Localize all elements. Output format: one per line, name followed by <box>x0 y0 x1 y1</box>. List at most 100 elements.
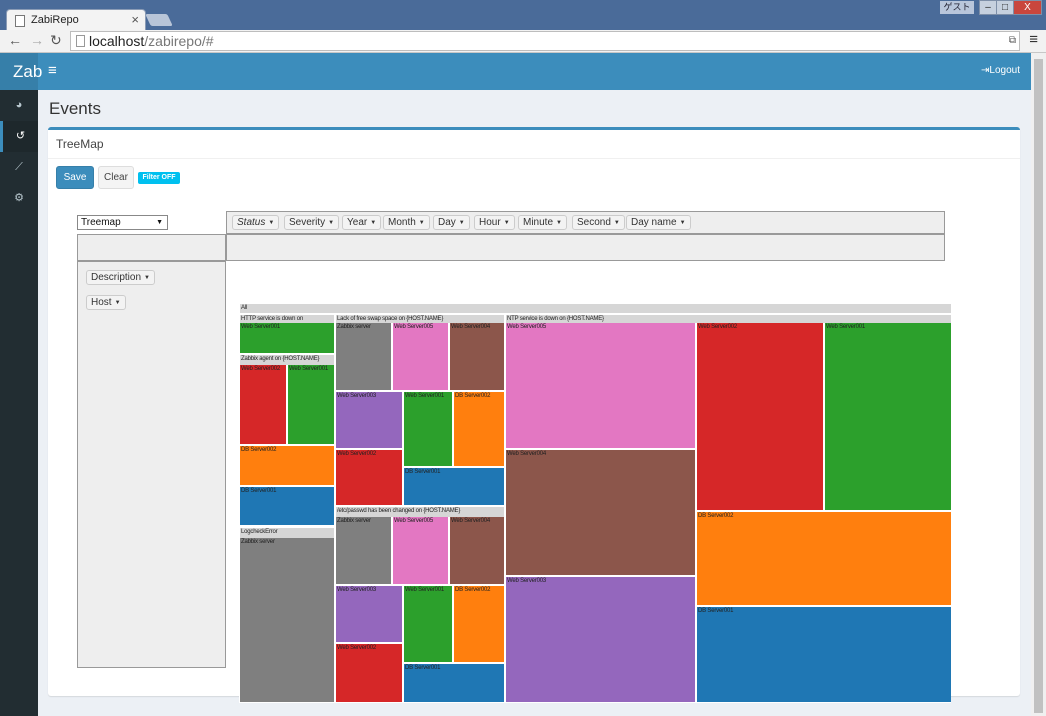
attr-pill-hour[interactable]: Hour ▼ <box>474 215 515 230</box>
browser-menu-icon[interactable]: ≡ <box>1029 31 1038 48</box>
history-icon[interactable]: ↺ <box>0 121 38 152</box>
dropdown-caret-icon[interactable]: ▼ <box>679 220 686 226</box>
treemap-group-label: Lack of free swap space on {HOST.NAME} <box>337 316 444 322</box>
treemap-cell[interactable]: DB Server001 <box>697 607 951 702</box>
minimize-button[interactable]: – <box>979 0 997 15</box>
pivot-aggregator-area <box>77 234 226 261</box>
treemap-cell[interactable]: Web Server004 <box>450 517 504 584</box>
translate-icon[interactable]: ⧉ <box>1008 35 1016 46</box>
dropdown-caret-icon[interactable]: ▼ <box>503 220 510 226</box>
treemap-cell[interactable]: Web Server004 <box>450 323 504 390</box>
renderer-select[interactable]: Treemap ▼ <box>77 215 168 230</box>
treemap-cell-label: Web Server005 <box>394 518 433 524</box>
attr-pill-label: Status <box>237 217 266 228</box>
attr-pill-label: Severity <box>289 217 326 228</box>
treemap-cell[interactable]: Web Server005 <box>393 517 448 584</box>
treemap-cell[interactable]: Web Server001 <box>288 365 334 444</box>
treemap-cell[interactable]: DB Server001 <box>240 487 334 525</box>
sidebar-toggle-icon[interactable]: ≡ <box>48 62 57 79</box>
attr-pill-second[interactable]: Second ▼ <box>572 215 625 230</box>
gears-icon[interactable]: ⚙ <box>14 192 24 204</box>
dropdown-caret-icon[interactable]: ▼ <box>556 220 562 226</box>
dropdown-caret-icon[interactable]: ▼ <box>370 220 377 226</box>
attr-pill-host[interactable]: Host ▼ <box>86 295 126 310</box>
treemap-cell-label: Web Server005 <box>507 324 546 330</box>
tab-close-icon[interactable]: × <box>131 12 139 27</box>
dropdown-caret-icon[interactable]: ▼ <box>328 220 335 226</box>
attr-pill-minute[interactable]: Minute ▼ <box>518 215 567 230</box>
browser-toolbar: ← → ↻ localhost/zabirepo/# ⧉ ≡ <box>0 30 1046 53</box>
dropdown-caret-icon[interactable]: ▼ <box>458 220 465 226</box>
attr-pill-status[interactable]: Status ▼ <box>232 215 280 230</box>
treemap-cell[interactable]: Zabbix server <box>336 323 391 390</box>
treemap-cell[interactable]: DB Server002 <box>697 512 951 605</box>
treemap-group-header[interactable]: HTTP service is down on <box>240 315 334 323</box>
treemap-cell[interactable]: Web Server002 <box>336 644 402 702</box>
treemap-cell-label: DB Server002 <box>455 393 491 399</box>
page-scrollbar[interactable] <box>1031 53 1046 716</box>
maximize-button[interactable]: □ <box>996 0 1014 15</box>
page-icon <box>15 15 25 27</box>
attr-pill-description[interactable]: Description ▼ <box>86 270 155 285</box>
treemap-cell-label: DB Server001 <box>698 608 734 614</box>
treemap-group-header[interactable]: /etc/passwd has been changed on {HOST.NA… <box>336 507 504 517</box>
treemap-cell[interactable]: Web Server002 <box>240 365 286 444</box>
treemap-cell[interactable]: Web Server001 <box>404 586 452 662</box>
treemap-cell[interactable]: Web Server003 <box>506 577 695 702</box>
attr-pill-severity[interactable]: Severity ▼ <box>284 215 340 230</box>
treemap-group-header[interactable]: LogcheckError <box>240 528 334 538</box>
treemap-cell[interactable]: Web Server001 <box>240 323 334 353</box>
dropdown-caret-icon[interactable]: ▼ <box>144 275 150 281</box>
forward-arrow-icon[interactable]: → <box>30 32 44 48</box>
treemap-cell-label: DB Server001 <box>241 488 277 494</box>
treemap-group-header[interactable]: Lack of free swap space on {HOST.NAME} <box>336 315 504 323</box>
attr-pill-day[interactable]: Day ▼ <box>433 215 470 230</box>
dropdown-caret-icon[interactable]: ▼ <box>418 220 425 226</box>
dropdown-caret-icon[interactable]: ▼ <box>613 220 620 226</box>
treemap-cell[interactable]: DB Server002 <box>454 586 504 662</box>
treemap-group-label: NTP service is down on {HOST.NAME} <box>507 316 604 322</box>
treemap-cell[interactable]: Web Server001 <box>825 323 951 510</box>
treemap-cell[interactable]: Web Server002 <box>336 450 402 505</box>
attr-pill-label: Hour <box>479 217 501 228</box>
attr-pill-day-name[interactable]: Day name ▼ <box>626 215 691 230</box>
attr-pill-year[interactable]: Year ▼ <box>342 215 382 230</box>
treemap-cell[interactable]: Web Server003 <box>336 392 402 448</box>
back-arrow-icon[interactable]: ← <box>8 32 22 48</box>
close-button[interactable]: X <box>1013 0 1042 15</box>
treemap-cell[interactable]: Zabbix server <box>240 538 334 702</box>
treemap-group-header[interactable]: Zabbix agent on {HOST.NAME} <box>240 355 334 365</box>
chart-icon[interactable]: ⟋ <box>15 161 23 173</box>
browser-tab[interactable]: ZabiRepo × <box>6 9 146 31</box>
attr-pill-label: Day <box>438 217 456 228</box>
attr-pill-month[interactable]: Month ▼ <box>383 215 430 230</box>
treemap-cell[interactable]: DB Server002 <box>454 392 504 466</box>
dropdown-caret-icon[interactable]: ▼ <box>268 220 275 226</box>
treemap-cell[interactable]: Web Server005 <box>393 323 448 390</box>
scrollbar-thumb[interactable] <box>1034 59 1043 713</box>
treemap-cell[interactable]: Web Server003 <box>336 586 402 642</box>
brand-logo[interactable]: Zab <box>0 53 42 90</box>
clear-button[interactable]: Clear <box>98 166 134 189</box>
dashboard-icon[interactable]: ◕ <box>15 99 23 111</box>
treemap-cell[interactable]: Web Server002 <box>697 323 823 510</box>
treemap-cell[interactable]: DB Server001 <box>404 468 504 505</box>
guest-badge[interactable]: ゲスト <box>940 1 974 14</box>
address-bar[interactable]: localhost/zabirepo/# <box>70 31 1020 51</box>
new-tab-button[interactable] <box>145 14 173 26</box>
treemap-group-header[interactable]: NTP service is down on {HOST.NAME} <box>506 315 951 323</box>
treemap-cell[interactable]: Web Server001 <box>404 392 452 466</box>
dropdown-caret-icon[interactable]: ▼ <box>114 300 121 306</box>
treemap-cell[interactable]: DB Server001 <box>404 664 504 702</box>
treemap-cell[interactable]: DB Server002 <box>240 446 334 485</box>
logout-link[interactable]: ⇥Logout <box>981 65 1020 76</box>
attr-pill-label: Month <box>388 217 416 228</box>
treemap-cell[interactable]: Zabbix server <box>336 517 391 584</box>
treemap-cell[interactable]: Web Server004 <box>506 450 695 575</box>
reload-icon[interactable]: ↻ <box>50 32 62 48</box>
treemap-cell-label: Zabbix server <box>337 324 371 330</box>
treemap-root-header[interactable]: All <box>240 304 951 313</box>
treemap-cell-label: Web Server003 <box>507 578 546 584</box>
treemap-cell[interactable]: Web Server005 <box>506 323 695 448</box>
save-button[interactable]: Save <box>56 166 94 189</box>
